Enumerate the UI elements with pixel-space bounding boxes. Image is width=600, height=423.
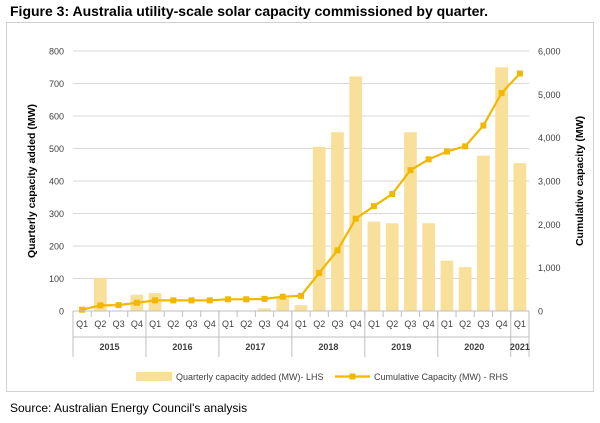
line-marker bbox=[152, 297, 159, 304]
bar bbox=[513, 163, 527, 311]
line-marker bbox=[443, 148, 450, 155]
bar bbox=[440, 260, 454, 311]
bar bbox=[422, 223, 436, 311]
line-marker bbox=[261, 295, 268, 302]
legend-bar-swatch bbox=[136, 372, 172, 381]
line-marker bbox=[352, 215, 359, 222]
quarter-label: Q2 bbox=[459, 319, 471, 329]
y-right-tick-label: 6,000 bbox=[538, 47, 561, 57]
line-marker bbox=[389, 191, 396, 197]
y-left-axis-title: Quarterly capacity added (MW) bbox=[26, 104, 38, 258]
bar bbox=[349, 76, 363, 311]
y-right-tick-label: 2,000 bbox=[538, 220, 561, 230]
quarter-label: Q2 bbox=[386, 319, 398, 329]
y-right-tick-label: 5,000 bbox=[538, 90, 561, 100]
line-marker bbox=[170, 297, 177, 304]
bar bbox=[385, 223, 399, 311]
quarter-label: Q2 bbox=[94, 319, 106, 329]
line-marker bbox=[115, 302, 122, 309]
bar bbox=[477, 155, 490, 311]
year-label: 2018 bbox=[318, 342, 338, 352]
y-left-tick-label: 400 bbox=[49, 177, 64, 187]
y-left-tick-label: 100 bbox=[49, 274, 64, 284]
quarter-label: Q3 bbox=[259, 319, 271, 329]
line-marker bbox=[97, 302, 104, 309]
line-marker bbox=[462, 143, 469, 150]
bar bbox=[404, 132, 417, 311]
quarter-label: Q1 bbox=[514, 319, 526, 329]
bar bbox=[258, 308, 271, 311]
y-right-tick-label: 4,000 bbox=[538, 133, 561, 143]
cumulative-line bbox=[81, 72, 521, 311]
y-right-axis-title: Cumulative capacity (MW) bbox=[574, 116, 586, 246]
quarter-label: Q3 bbox=[404, 319, 416, 329]
quarter-label: Q1 bbox=[149, 319, 161, 329]
quarter-label: Q1 bbox=[76, 319, 88, 329]
line-marker bbox=[425, 156, 432, 163]
line-marker bbox=[298, 292, 304, 299]
bar bbox=[458, 267, 472, 311]
bar bbox=[331, 132, 344, 311]
quarter-label: Q1 bbox=[441, 319, 453, 329]
y-left-tick-label: 600 bbox=[49, 112, 64, 122]
year-label: 2021 bbox=[510, 342, 530, 352]
y-left-tick-label: 300 bbox=[49, 209, 64, 219]
line-marker bbox=[133, 299, 140, 306]
bar bbox=[294, 305, 308, 311]
legend-line-label: Cumulative Capacity (MW) - RHS bbox=[374, 372, 508, 382]
line-marker bbox=[79, 306, 86, 313]
bar bbox=[367, 221, 381, 311]
line-marker bbox=[516, 70, 523, 77]
quarter-label: Q3 bbox=[331, 319, 343, 329]
figure-title: Figure 3: Australia utility-scale solar … bbox=[10, 3, 488, 19]
line-marker bbox=[480, 122, 487, 129]
line-marker bbox=[316, 269, 323, 276]
quarter-label: Q4 bbox=[423, 319, 435, 329]
year-label: 2019 bbox=[391, 342, 411, 352]
line-marker bbox=[188, 297, 195, 304]
quarter-label: Q3 bbox=[477, 319, 489, 329]
year-label: 2020 bbox=[464, 342, 484, 352]
quarter-label: Q2 bbox=[167, 319, 179, 329]
y-left-tick-label: 800 bbox=[49, 47, 64, 57]
line-marker bbox=[498, 90, 505, 97]
y-right-tick-label: 1,000 bbox=[538, 263, 561, 273]
bar bbox=[93, 277, 107, 311]
source-note: Source: Australian Energy Council's anal… bbox=[10, 401, 248, 415]
y-left-tick-label: 200 bbox=[49, 242, 64, 252]
y-left-tick-label: 700 bbox=[49, 79, 64, 89]
y-right-tick-label: 3,000 bbox=[538, 177, 561, 187]
year-label: 2017 bbox=[245, 342, 265, 352]
line-marker bbox=[334, 247, 341, 254]
line-marker bbox=[279, 293, 286, 300]
line-marker bbox=[225, 296, 232, 303]
quarter-label: Q2 bbox=[240, 319, 252, 329]
quarter-label: Q4 bbox=[350, 319, 362, 329]
quarter-label: Q1 bbox=[295, 319, 307, 329]
line-marker bbox=[407, 167, 414, 174]
quarter-label: Q3 bbox=[186, 319, 198, 329]
quarter-label: Q1 bbox=[368, 319, 380, 329]
bar bbox=[495, 67, 509, 311]
quarter-label: Q4 bbox=[496, 319, 508, 329]
legend-line-marker bbox=[349, 373, 356, 380]
quarter-label: Q1 bbox=[222, 319, 234, 329]
bar bbox=[312, 146, 326, 311]
quarter-label: Q3 bbox=[113, 319, 125, 329]
y-left-tick-label: 500 bbox=[49, 144, 64, 154]
quarter-label: Q4 bbox=[131, 319, 143, 329]
bar bbox=[276, 298, 290, 311]
legend-bar-label: Quarterly capacity added (MW)- LHS bbox=[176, 372, 324, 382]
year-label: 2016 bbox=[172, 342, 192, 352]
quarter-label: Q2 bbox=[313, 319, 325, 329]
line-marker bbox=[206, 297, 213, 304]
y-right-tick-label: 0 bbox=[538, 307, 543, 317]
line-marker bbox=[243, 296, 250, 303]
year-label: 2015 bbox=[99, 342, 119, 352]
quarter-label: Q4 bbox=[277, 319, 289, 329]
y-left-tick-label: 0 bbox=[59, 307, 64, 317]
quarter-label: Q4 bbox=[204, 319, 216, 329]
line-marker bbox=[370, 203, 377, 210]
